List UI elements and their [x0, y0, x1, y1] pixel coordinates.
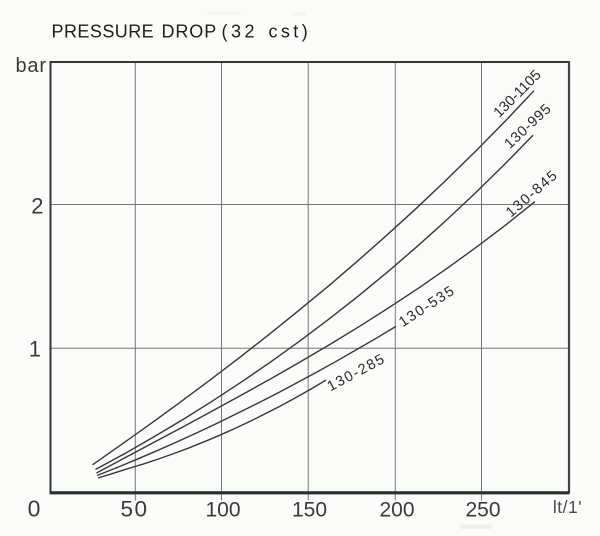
svg-text:2: 2: [31, 194, 43, 219]
svg-text:(32: (32: [222, 22, 259, 42]
svg-text:bar: bar: [16, 55, 47, 77]
svg-text:50: 50: [120, 496, 148, 521]
svg-text:200: 200: [379, 498, 414, 521]
svg-text:lt/1': lt/1': [553, 497, 582, 517]
svg-text:cst): cst): [269, 22, 312, 42]
svg-text:PRESSURE: PRESSURE: [52, 22, 155, 42]
svg-text:250: 250: [465, 498, 500, 521]
svg-text:150: 150: [292, 498, 327, 521]
svg-text:DROP: DROP: [162, 22, 218, 42]
svg-text:1: 1: [29, 337, 41, 362]
svg-text:100: 100: [205, 498, 240, 521]
svg-text:0: 0: [28, 495, 41, 521]
